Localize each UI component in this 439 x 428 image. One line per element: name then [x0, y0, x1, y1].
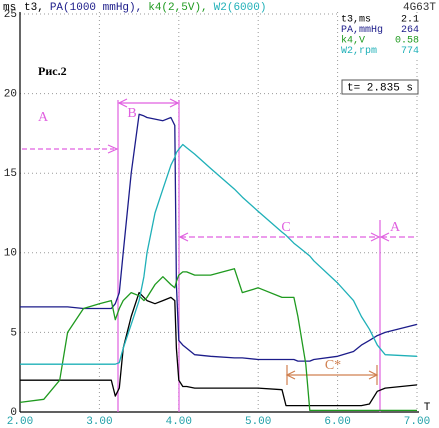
model: 4G63T — [403, 2, 436, 14]
series-line — [20, 143, 418, 365]
y-tick-label: 10 — [4, 248, 17, 260]
legend-entry: W2(6000) — [214, 2, 267, 14]
readout-value: 774 — [401, 46, 419, 57]
y-tick-label: 15 — [4, 168, 17, 180]
annotation: A — [390, 220, 401, 235]
series-lines — [19, 113, 418, 412]
figure-label: Рис.2 — [38, 64, 67, 78]
arrowhead — [379, 232, 390, 242]
legend-entry: PA(1000 mmHg), — [50, 2, 142, 14]
annotation: B — [127, 106, 136, 121]
series-line — [20, 113, 418, 362]
annotation-guides — [22, 98, 417, 412]
readout-label: PA,mmHg — [341, 25, 383, 36]
readout-label: W2,rpm — [341, 46, 377, 57]
y-tick-label: 25 — [4, 9, 17, 21]
readout-box — [340, 13, 420, 57]
series-line — [19, 268, 417, 412]
x-tick-label: 3.00 — [86, 416, 112, 428]
readout-value: 264 — [401, 25, 419, 36]
legend-entry: t3, — [24, 2, 44, 14]
y-tick-label: 20 — [4, 89, 17, 101]
legend-entry: k4(2,5V), — [148, 2, 207, 14]
x-axis-label: T — [424, 402, 431, 414]
x-tick-label: 4.00 — [166, 416, 192, 428]
readout-label: t3,ms — [341, 15, 371, 26]
readout-label: k4,V — [341, 35, 365, 47]
x-tick-label: 5.00 — [245, 416, 271, 428]
annotation: C* — [325, 358, 341, 373]
y-axis-label: ms — [3, 2, 16, 14]
series-line — [20, 291, 418, 407]
cursor-time: t= 2.835 s — [347, 82, 413, 94]
x-tick-label: 6.00 — [324, 416, 350, 428]
annotation: C — [281, 220, 290, 235]
arrowhead — [117, 98, 180, 108]
arrowhead — [178, 232, 381, 242]
y-tick-label: 5 — [10, 327, 17, 339]
x-tick-label: 7.00 — [404, 416, 430, 428]
annotation: A — [38, 110, 49, 125]
arrowhead — [285, 365, 379, 385]
readout: t3,ms 2.1 PA,mmHg 264 k4,V 0.58 W2,rpm 774 — [341, 15, 419, 58]
y-tick-label: 0 — [10, 407, 17, 419]
readout-value: 2.1 — [401, 15, 419, 26]
x-tick-label: 2.00 — [7, 416, 33, 428]
header: t3, PA(1000 mmHg), k4(2,5V), W2(6000) — [24, 2, 266, 14]
arrowhead — [107, 144, 119, 154]
cursor-box — [341, 79, 419, 95]
readout-value: 0.58 — [395, 36, 419, 47]
